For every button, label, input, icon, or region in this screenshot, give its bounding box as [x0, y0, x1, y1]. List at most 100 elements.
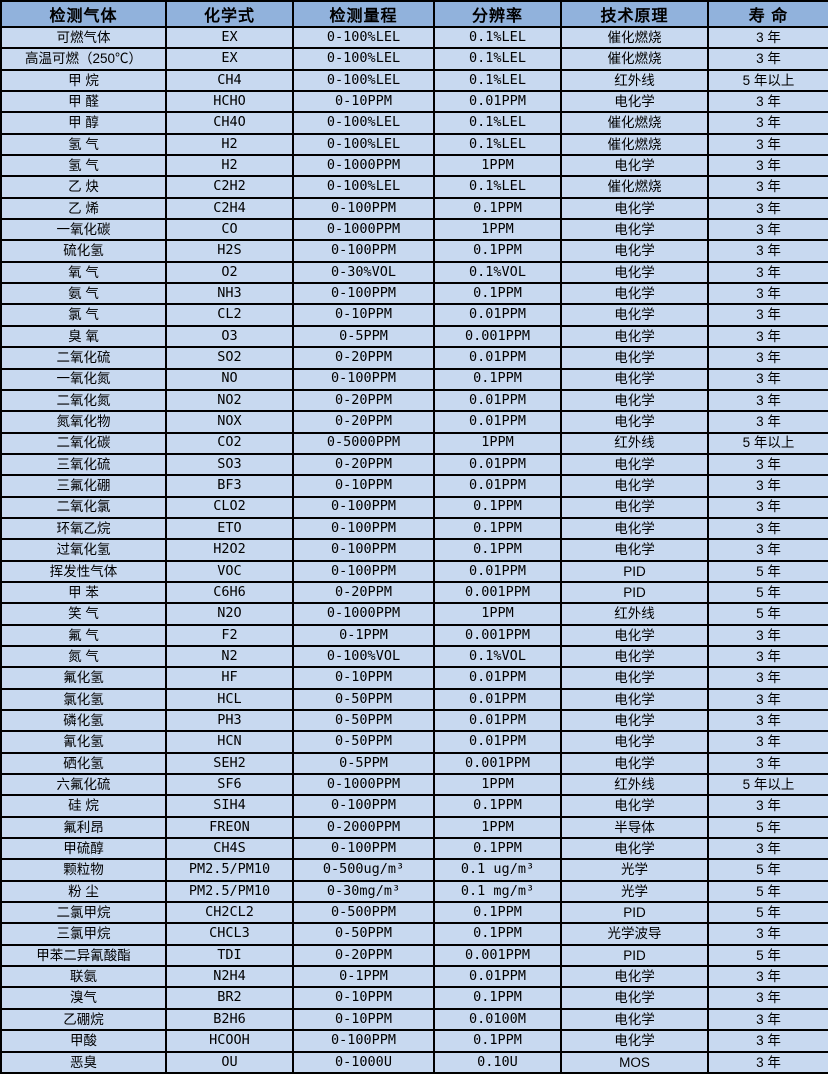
technology-cell: 电化学 — [560, 239, 709, 263]
resolution-cell: 0.1PPM — [433, 922, 562, 946]
detection-range-cell: 0-100PPM — [292, 516, 435, 541]
detection-range-cell: 0-5000PPM — [292, 431, 435, 455]
detection-range-cell: 0-20PPM — [292, 346, 435, 370]
gas-name-cell: 甲 醛 — [0, 90, 167, 114]
table-row: 环氧乙烷 ETO 0-100PPM 0.1PPM 电化学 3 年 — [0, 516, 828, 541]
technology-cell: 电化学 — [560, 516, 709, 541]
gas-name-cell: 笑 气 — [0, 602, 167, 626]
resolution-cell: 1PPM — [433, 602, 562, 626]
detection-range-cell: 0-100%LEL — [292, 111, 435, 135]
detection-range-cell: 0-100PPM — [292, 495, 435, 519]
chemical-formula-cell: CH4S — [165, 837, 294, 861]
technology-cell: 电化学 — [560, 154, 709, 178]
column-header-range: 检测量程 — [292, 0, 435, 28]
detection-range-cell: 0-1000U — [292, 1050, 435, 1074]
table-row: 氢 气 H2 0-1000PPM 1PPM 电化学 3 年 — [0, 154, 828, 178]
lifespan-cell: 3 年 — [707, 260, 828, 285]
table-row: 甲硫醇 CH4S 0-100PPM 0.1PPM 电化学 3 年 — [0, 837, 828, 861]
resolution-cell: 0.1PPM — [433, 495, 562, 519]
technology-cell: 电化学 — [560, 965, 709, 989]
resolution-cell: 0.01PPM — [433, 346, 562, 370]
gas-name-cell: 二氧化氮 — [0, 388, 167, 413]
chemical-formula-cell: B2H6 — [165, 1007, 294, 1032]
gas-name-cell: 甲 醇 — [0, 111, 167, 135]
gas-name-cell: 环氧乙烷 — [0, 516, 167, 541]
detection-range-cell: 0-10PPM — [292, 666, 435, 690]
gas-name-cell: 硫化氢 — [0, 239, 167, 263]
gas-name-cell: 联氨 — [0, 965, 167, 989]
table-row: 二氧化氮 NO2 0-20PPM 0.01PPM 电化学 3 年 — [0, 388, 828, 413]
chemical-formula-cell: NO2 — [165, 388, 294, 413]
lifespan-cell: 5 年 — [707, 580, 828, 605]
table-row: 硫化氢 H2S 0-100PPM 0.1PPM 电化学 3 年 — [0, 239, 828, 263]
gas-name-cell: 硒化氢 — [0, 751, 167, 776]
technology-cell: PID — [560, 559, 709, 583]
resolution-cell: 0.1PPM — [433, 196, 562, 221]
resolution-cell: 0.01PPM — [433, 388, 562, 413]
gas-name-cell: 臭 氧 — [0, 324, 167, 349]
lifespan-cell: 3 年 — [707, 623, 828, 647]
gas-name-cell: 六氟化硫 — [0, 773, 167, 797]
resolution-cell: 0.1 mg/m³ — [433, 879, 562, 904]
column-header-gas: 检测气体 — [0, 0, 167, 28]
resolution-cell: 0.0100M — [433, 1007, 562, 1032]
resolution-cell: 0.001PPM — [433, 943, 562, 968]
gas-name-cell: 氮 气 — [0, 644, 167, 669]
table-row: 联氨 N2H4 0-1PPM 0.01PPM 电化学 3 年 — [0, 965, 828, 989]
table-row: 甲 醛 HCHO 0-10PPM 0.01PPM 电化学 3 年 — [0, 90, 828, 114]
chemical-formula-cell: HCL — [165, 687, 294, 712]
detection-range-cell: 0-5PPM — [292, 751, 435, 776]
resolution-cell: 0.1PPM — [433, 986, 562, 1010]
gas-name-cell: 挥发性气体 — [0, 559, 167, 583]
technology-cell: 电化学 — [560, 538, 709, 562]
resolution-cell: 1PPM — [433, 154, 562, 178]
chemical-formula-cell: N2H4 — [165, 965, 294, 989]
technology-cell: 电化学 — [560, 474, 709, 498]
detection-range-cell: 0-30mg/m³ — [292, 879, 435, 904]
detection-range-cell: 0-100PPM — [292, 794, 435, 818]
lifespan-cell: 3 年 — [707, 751, 828, 776]
chemical-formula-cell: SEH2 — [165, 751, 294, 776]
lifespan-cell: 3 年 — [707, 25, 828, 50]
chemical-formula-cell: PM2.5/PM10 — [165, 879, 294, 904]
chemical-formula-cell: CHCL3 — [165, 922, 294, 946]
table-row: 甲 醇 CH4O 0-100%LEL 0.1%LEL 催化燃烧 3 年 — [0, 111, 828, 135]
chemical-formula-cell: EX — [165, 25, 294, 50]
resolution-cell: 0.1PPM — [433, 239, 562, 263]
lifespan-cell: 3 年 — [707, 452, 828, 477]
technology-cell: 光学 — [560, 858, 709, 882]
chemical-formula-cell: NOX — [165, 410, 294, 434]
lifespan-cell: 3 年 — [707, 388, 828, 413]
chemical-formula-cell: C2H4 — [165, 196, 294, 221]
lifespan-cell: 3 年 — [707, 1029, 828, 1053]
detection-range-cell: 0-10PPM — [292, 474, 435, 498]
lifespan-cell: 5 年 — [707, 559, 828, 583]
technology-cell: PID — [560, 580, 709, 605]
detection-range-cell: 0-100PPM — [292, 559, 435, 583]
technology-cell: 催化燃烧 — [560, 25, 709, 50]
technology-cell: 电化学 — [560, 452, 709, 477]
chemical-formula-cell: ETO — [165, 516, 294, 541]
column-header-resolution: 分辨率 — [433, 0, 562, 28]
lifespan-cell: 3 年 — [707, 794, 828, 818]
gas-name-cell: 甲硫醇 — [0, 837, 167, 861]
gas-name-cell: 甲 苯 — [0, 580, 167, 605]
table-row: 氯化氢 HCL 0-50PPM 0.01PPM 电化学 3 年 — [0, 687, 828, 712]
resolution-cell: 1PPM — [433, 773, 562, 797]
table-row: 氮 气 N2 0-100%VOL 0.1%VOL 电化学 3 年 — [0, 644, 828, 669]
resolution-cell: 0.1%LEL — [433, 68, 562, 93]
chemical-formula-cell: FREON — [165, 815, 294, 840]
detection-range-cell: 0-500ug/m³ — [292, 858, 435, 882]
resolution-cell: 0.01PPM — [433, 474, 562, 498]
technology-cell: 电化学 — [560, 666, 709, 690]
resolution-cell: 0.1PPM — [433, 794, 562, 818]
column-header-formula: 化学式 — [165, 0, 294, 28]
gas-name-cell: 甲 烷 — [0, 68, 167, 93]
technology-cell: 电化学 — [560, 644, 709, 669]
resolution-cell: 0.1%LEL — [433, 132, 562, 157]
lifespan-cell: 5 年 — [707, 901, 828, 925]
resolution-cell: 0.1%LEL — [433, 25, 562, 50]
detection-range-cell: 0-1000PPM — [292, 773, 435, 797]
technology-cell: 电化学 — [560, 623, 709, 647]
